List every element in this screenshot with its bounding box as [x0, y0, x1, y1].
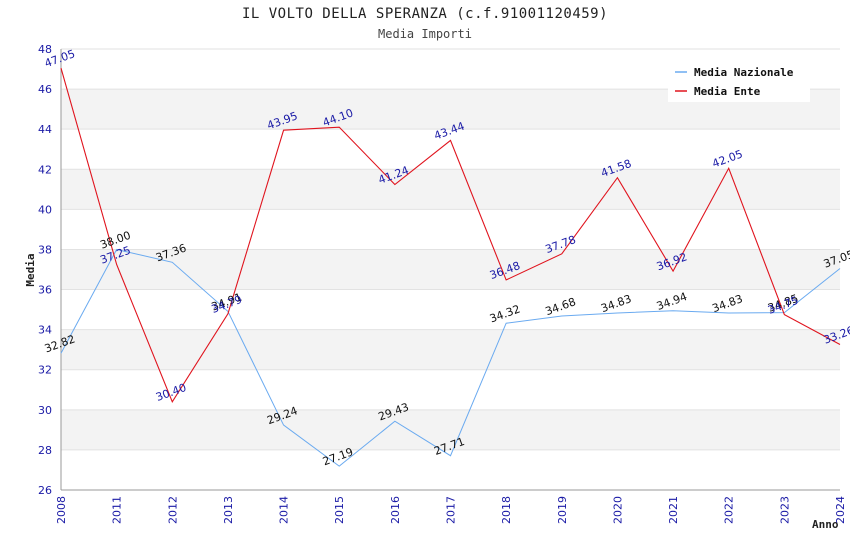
series-lines	[60, 67, 841, 467]
y-tick-label: 40	[38, 203, 52, 216]
y-tick-label: 32	[38, 364, 52, 377]
x-tick-label: 2019	[556, 496, 569, 524]
grid-band	[61, 169, 840, 210]
grid-lines	[61, 48, 840, 491]
grid-band	[61, 409, 840, 450]
data-label: 34.83	[599, 292, 633, 315]
data-label: 34.83	[710, 292, 744, 315]
x-tick-label: 2018	[500, 496, 513, 524]
grid-band	[61, 329, 840, 370]
legend-background	[668, 60, 810, 102]
x-tick-label: 2016	[389, 496, 402, 524]
legend-label-media-ente: Media Ente	[694, 85, 761, 98]
x-tick-label: 2021	[667, 496, 680, 524]
legend-label-media-nazionale: Media Nazionale	[694, 66, 794, 79]
chart-subtitle: Media Importi	[378, 27, 472, 41]
y-tick-label: 42	[38, 163, 52, 176]
y-axis-title: Media	[24, 253, 37, 286]
data-label: 34.68	[544, 295, 578, 318]
series-line-media-nazionale	[60, 248, 841, 467]
x-tick-label: 2011	[111, 496, 124, 524]
x-tick-label: 2017	[445, 496, 458, 524]
legend: Media Nazionale Media Ente	[668, 60, 810, 102]
x-tick-label: 2008	[55, 496, 68, 524]
y-tick-label: 28	[38, 444, 52, 457]
y-tick-label: 26	[38, 484, 52, 497]
chart-title: IL VOLTO DELLA SPERANZA (c.f.91001120459…	[241, 6, 609, 22]
x-tick-label: 2015	[333, 496, 346, 524]
series-line-media-ente	[60, 67, 841, 403]
data-label: 42.05	[710, 147, 744, 170]
y-tick-label: 30	[38, 404, 52, 417]
data-label: 34.94	[655, 290, 689, 313]
x-tick-label: 2023	[778, 496, 791, 524]
x-tick-label: 2014	[278, 496, 291, 524]
y-tick-label: 46	[38, 83, 52, 96]
x-tick-labels: 2008 2011 2012 2013 2014 2015 2016 2017 2018 2019…	[55, 496, 847, 524]
y-tick-labels: 26 28 30 32 34 36 38 40 42 44 46 48	[38, 43, 52, 497]
y-tick-label: 48	[38, 43, 52, 56]
x-tick-label: 2022	[723, 496, 736, 524]
x-axis-title: Anno	[812, 518, 839, 531]
y-tick-label: 36	[38, 284, 52, 297]
data-label: 30.40	[154, 381, 188, 404]
x-tick-label: 2012	[166, 496, 179, 524]
y-tick-label: 38	[38, 243, 52, 256]
y-tick-label: 34	[38, 324, 52, 337]
x-tick-label: 2013	[222, 496, 235, 524]
y-tick-label: 44	[38, 123, 52, 136]
x-tick-label: 2024	[834, 496, 847, 524]
grid-band	[61, 249, 840, 290]
x-tick-label: 2020	[611, 496, 624, 524]
